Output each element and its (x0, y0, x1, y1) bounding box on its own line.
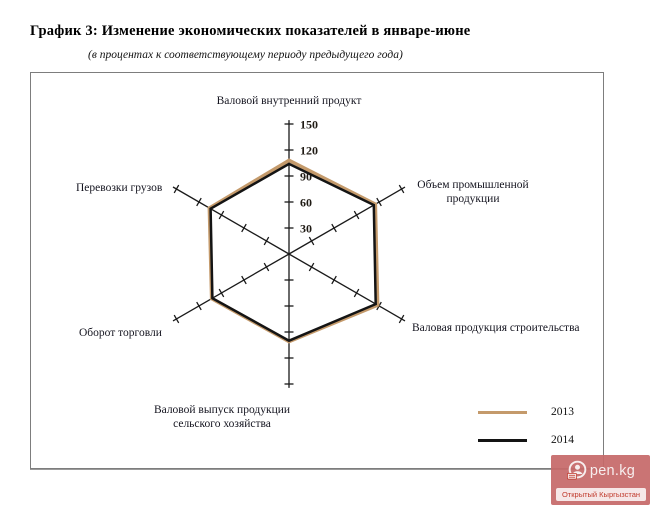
axis-label-industry: Объем промышленной продукции (417, 179, 529, 206)
legend-label-2014: 2014 (551, 434, 574, 446)
chart-subtitle: (в процентах к соответствующему периоду … (88, 49, 403, 61)
legend-item-2014: 2014 (478, 426, 574, 454)
legend-label-2013: 2013 (551, 406, 574, 418)
legend-item-2013: 2013 (478, 398, 574, 426)
axis-label-trade: Оборот торговли (79, 327, 162, 339)
axis-label-gdp: Валовой внутренний продукт (216, 95, 362, 107)
openkg-watermark: pen.kg Открытый Кыргызстан (551, 455, 650, 505)
openkg-logo: pen.kg (551, 459, 650, 482)
svg-text:150: 150 (300, 118, 318, 132)
axis-label-construction: Валовая продукция строительства (412, 322, 580, 334)
axis-label-freight: Перевозки грузов (76, 182, 163, 194)
chart-legend: 2013 2014 (478, 398, 574, 454)
svg-text:60: 60 (300, 196, 312, 210)
series-2014-polygon (209, 162, 377, 343)
openkg-caption: Открытый Кыргызстан (556, 488, 646, 501)
svg-text:120: 120 (300, 144, 318, 158)
svg-text:30: 30 (300, 222, 312, 236)
legend-line-2013 (478, 410, 527, 414)
axis-label-agriculture: Валовой выпуск продукции сельского хозяй… (153, 404, 291, 431)
chart-title: График 3: Изменение экономических показа… (30, 23, 471, 39)
legend-line-2014 (478, 438, 527, 442)
openkg-logo-text: pen.kg (589, 462, 636, 479)
person-circle-icon (566, 460, 587, 480)
